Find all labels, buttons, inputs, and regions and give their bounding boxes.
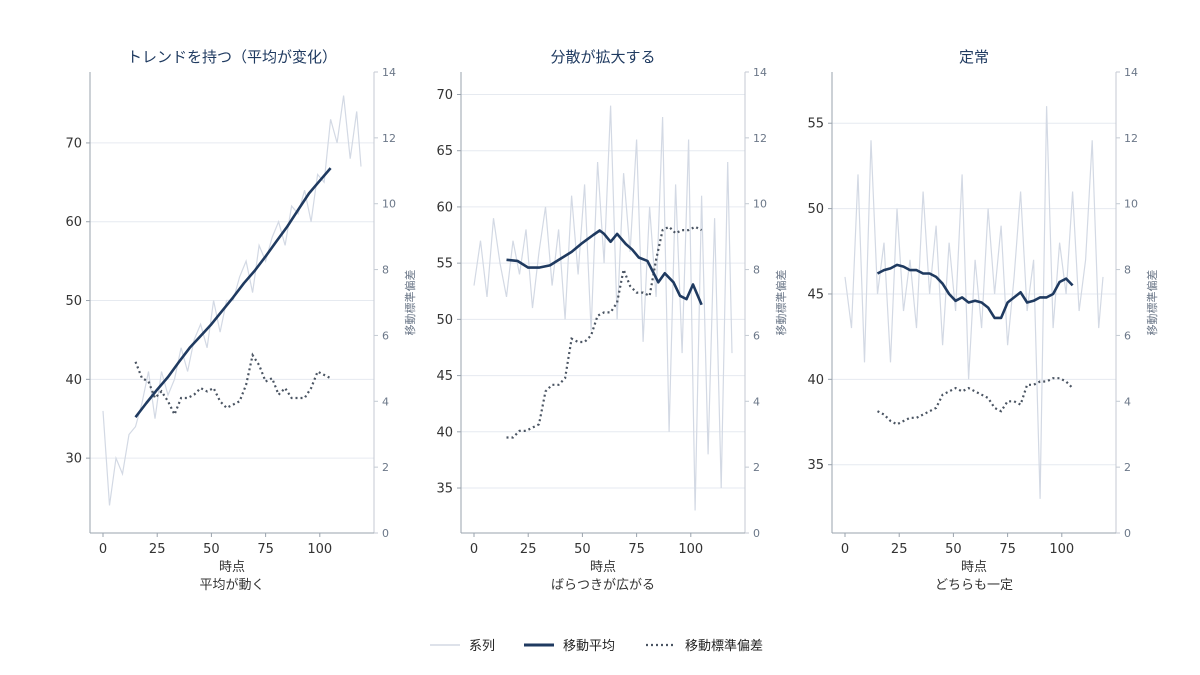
y2-tick-label: 14 [1124, 66, 1138, 79]
y-tick-label: 60 [436, 200, 453, 215]
y2-tick-label: 4 [1124, 395, 1131, 408]
y-tick-label: 40 [807, 373, 824, 388]
y2-axis-label: 移動標準偏差 [403, 270, 417, 336]
x-axis-sublabel: 平均が動く [199, 578, 264, 593]
y-tick-label: 45 [436, 369, 453, 384]
x-axis-label: 時点 [590, 560, 616, 575]
x-axis-label: 時点 [961, 560, 987, 575]
y2-axis-label: 移動標準偏差 [1145, 270, 1159, 336]
panel-trend: 30 40 50 60 70 0 2 4 6 8 10 12 14 0 25 50 75 100 トレンドを持つ（平… [65, 48, 417, 593]
x-tick-label: 100 [307, 542, 332, 557]
y2-tick-label: 6 [753, 329, 760, 342]
y-tick-label: 45 [807, 287, 824, 302]
y-tick-label: 65 [436, 144, 453, 159]
legend-label-moving-std: 移動標準偏差 [685, 638, 763, 654]
y-tick-label: 55 [807, 117, 824, 132]
x-tick-label: 25 [520, 542, 537, 557]
y2-tick-label: 12 [1124, 132, 1138, 145]
y2-tick-label: 12 [382, 132, 396, 145]
y2-tick-label: 4 [382, 395, 389, 408]
y2-tick-label: 10 [1124, 198, 1138, 211]
y-tick-label: 55 [436, 257, 453, 272]
y-tick-label: 60 [65, 215, 82, 230]
y2-tick-label: 0 [1124, 527, 1131, 540]
moving-std-line [134, 352, 332, 418]
x-tick-label: 75 [628, 542, 645, 557]
series-line [844, 106, 1104, 499]
x-tick-label: 0 [99, 542, 107, 557]
legend-label-moving-average: 移動平均 [563, 639, 615, 654]
y-tick-label: 30 [65, 452, 82, 467]
y2-tick-label: 2 [1124, 461, 1131, 474]
y-tick-label: 35 [436, 482, 453, 497]
x-tick-label: 50 [574, 542, 591, 557]
x-axis-label: 時点 [219, 560, 245, 575]
moving-std-line [877, 377, 1074, 426]
y2-tick-label: 8 [753, 264, 760, 277]
legend: 系列 移動平均 移動標準偏差 [430, 638, 763, 654]
x-tick-label: 25 [891, 542, 908, 557]
panel-stationary: 35 40 45 50 55 0 2 4 6 8 10 12 14 0 25 50 75 100 定常時点どちらも一… [807, 48, 1159, 593]
y2-tick-label: 4 [753, 395, 760, 408]
moving-std-line [506, 225, 703, 439]
y2-tick-label: 14 [753, 66, 767, 79]
y2-tick-label: 12 [753, 132, 767, 145]
y-tick-label: 40 [436, 425, 453, 440]
y2-tick-label: 6 [1124, 329, 1131, 342]
x-tick-label: 100 [1049, 542, 1074, 557]
x-axis-sublabel: ばらつきが広がる [551, 578, 655, 593]
y2-tick-label: 10 [382, 198, 396, 211]
y2-tick-label: 8 [1124, 264, 1131, 277]
panel-title: 定常 [959, 48, 989, 66]
panel-title: トレンドを持つ（平均が変化） [127, 48, 337, 66]
y2-tick-label: 10 [753, 198, 767, 211]
y2-tick-label: 0 [753, 527, 760, 540]
y-tick-label: 70 [436, 88, 453, 103]
y2-tick-label: 14 [382, 66, 396, 79]
x-tick-label: 75 [999, 542, 1016, 557]
panel-variance: 35 40 45 50 55 60 65 70 0 2 4 6 8 10 12 14 0 25 50 75 100 分散が… [436, 48, 788, 593]
y-tick-label: 70 [65, 136, 82, 151]
x-tick-label: 50 [945, 542, 962, 557]
moving-average-line [134, 167, 332, 418]
x-tick-label: 0 [841, 542, 849, 557]
legend-label-series: 系列 [469, 639, 495, 654]
y2-tick-label: 2 [382, 461, 389, 474]
x-tick-label: 25 [149, 542, 166, 557]
moving-average-line [876, 263, 1074, 320]
x-tick-label: 75 [257, 542, 274, 557]
x-tick-label: 50 [203, 542, 220, 557]
x-tick-label: 100 [678, 542, 703, 557]
y-tick-label: 50 [807, 202, 824, 217]
y2-tick-label: 6 [382, 329, 389, 342]
y-tick-label: 35 [807, 458, 824, 473]
y2-tick-label: 0 [382, 527, 389, 540]
y-tick-label: 50 [65, 294, 82, 309]
moving-average-line [506, 229, 703, 306]
series-line [102, 95, 362, 506]
series-line [473, 105, 733, 511]
y2-tick-label: 2 [753, 461, 760, 474]
x-tick-label: 0 [470, 542, 478, 557]
y-tick-label: 50 [436, 313, 453, 328]
y2-axis-label: 移動標準偏差 [774, 270, 788, 336]
panel-title: 分散が拡大する [550, 48, 655, 66]
x-axis-sublabel: どちらも一定 [935, 578, 1013, 593]
y2-tick-label: 8 [382, 264, 389, 277]
y-tick-label: 40 [65, 373, 82, 388]
